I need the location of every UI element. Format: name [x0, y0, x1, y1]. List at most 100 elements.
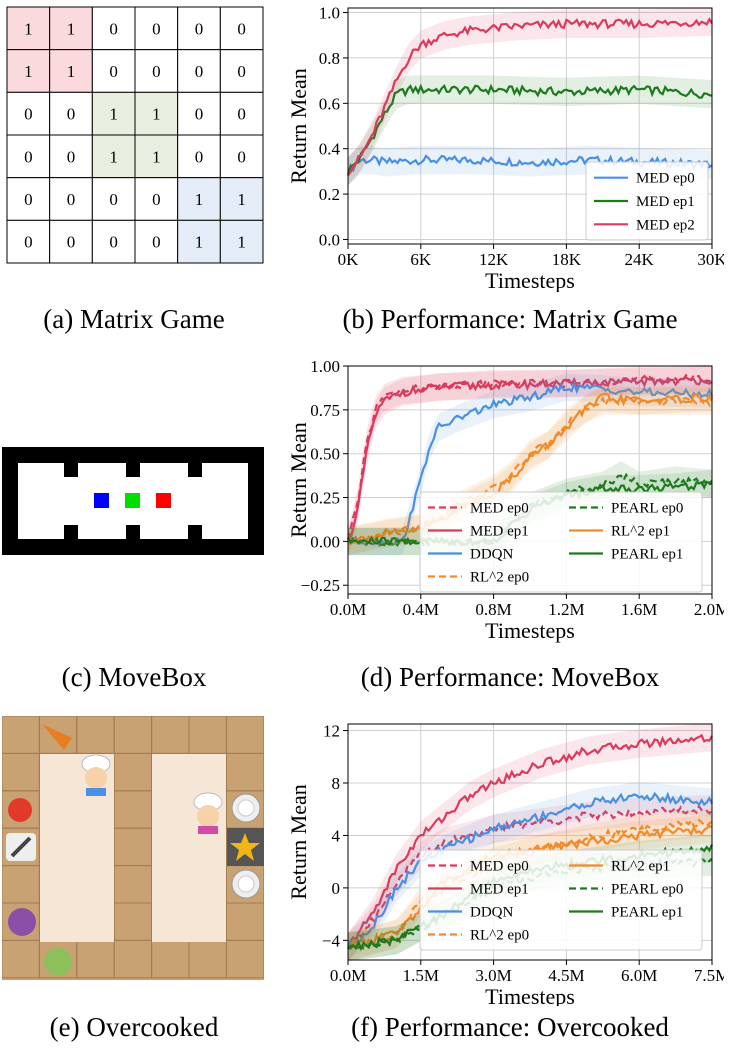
series-line [347, 380, 714, 548]
matrix-cell [134, 134, 179, 179]
matrix-cell-value: 0 [67, 233, 76, 252]
matrix-cell [91, 134, 136, 179]
chart-overcooked: 0.0M 1.5M 3.0M 4.5M 6.0M 7.5M −4 0 4 8 12 Timesteps… [288, 722, 724, 1006]
matrix-cell-value: 1 [237, 190, 246, 209]
series-line [346, 154, 713, 176]
matrix-cell [134, 49, 179, 93]
legend [419, 849, 703, 951]
matrix-cell [219, 219, 264, 264]
movebox-box [125, 493, 140, 508]
movebox-wall-notch [126, 525, 140, 539]
y-tick-label: 12 [323, 722, 340, 741]
matrix-cell [49, 49, 93, 93]
matrix-cell [177, 177, 221, 221]
matrix-cell-value: 0 [195, 62, 204, 81]
matrix-cell [219, 134, 264, 179]
matrix-cell-value: 0 [24, 147, 33, 166]
matrix-cell [134, 219, 179, 264]
matrix-cell-value: 0 [152, 62, 161, 81]
matrix-cell [177, 91, 221, 136]
x-tick-label: 1.5M [403, 966, 439, 985]
matrix-cell [219, 91, 264, 136]
series-line [347, 17, 713, 176]
matrix-cell-value: 0 [237, 19, 246, 38]
x-tick-label: 0.0M [330, 600, 366, 619]
legend-label: RL^2 ep1 [611, 859, 670, 875]
legend-label: MED ep1 [470, 882, 529, 898]
movebox-scene [2, 447, 264, 555]
x-tick-label: 6.0M [621, 966, 657, 985]
matrix-cell [49, 6, 93, 51]
y-tick-label: 0.2 [319, 185, 340, 204]
series-band [348, 808, 712, 961]
star-icon [230, 833, 260, 861]
y-tick-label: 0 [332, 879, 341, 898]
x-tick-label: 30K [697, 250, 724, 269]
matrix-cell-value: 1 [195, 233, 204, 252]
matrix-cell-value: 1 [24, 19, 33, 38]
matrix-cell-value: 1 [109, 105, 118, 124]
tomato-icon [8, 798, 32, 822]
x-tick-label: 0.8M [475, 600, 511, 619]
matrix-cell [219, 49, 264, 93]
legend-label: MED ep1 [636, 194, 695, 210]
matrix-cell-value: 0 [195, 19, 204, 38]
legend-label: MED ep0 [470, 501, 529, 517]
legend-label: RL^2 ep1 [611, 524, 670, 540]
legend [585, 161, 709, 241]
matrix-cell [134, 177, 179, 221]
caption-e: (e) Overcooked [49, 1012, 219, 1042]
y-tick-label: 4 [332, 826, 341, 845]
x-tick-label: 1.2M [548, 600, 584, 619]
caption-c: (c) MoveBox [61, 662, 207, 692]
matrix-cell-value: 1 [195, 190, 204, 209]
matrix-game-grid: 1 1 0 0 0 0 1 1 0 0 0 0 0 0 1 1 0 0 0 0 1 1 0 0 0 0 0 0 1 1 0 0 0 0 1 1 [6, 6, 264, 264]
chart-matrix-game: 0K 6K 12K 18K 24K 30K 0.0 0.2 0.4 0.6 0.8 1.0 Timest… [288, 4, 724, 292]
x-axis-label: Timesteps [485, 618, 575, 643]
series-band [348, 7, 712, 186]
matrix-cell-value: 0 [152, 190, 161, 209]
legend-label: MED ep2 [636, 217, 695, 233]
legend-label: RL^2 ep0 [470, 570, 529, 586]
matrix-cell-value: 1 [24, 62, 33, 81]
matrix-cell-value: 1 [67, 62, 76, 81]
series-line [347, 392, 713, 546]
series-line [347, 375, 713, 541]
matrix-cell [177, 219, 221, 264]
y-tick-label: 0.6 [319, 94, 340, 113]
series-band [348, 145, 712, 186]
y-tick-label: 0.00 [310, 532, 340, 551]
x-tick-label: 12K [479, 250, 509, 269]
y-tick-label: −0.25 [301, 576, 340, 595]
matrix-cell-value: 0 [195, 105, 204, 124]
x-tick-label: 6K [410, 250, 432, 269]
legend [419, 491, 703, 593]
matrix-cell-value: 0 [109, 233, 118, 252]
series-line [347, 733, 713, 946]
y-tick-label: 1.0 [319, 4, 340, 23]
plot-frame [347, 7, 713, 245]
x-tick-label: 1.6M [621, 600, 657, 619]
movebox-wall-notch [188, 525, 202, 539]
matrix-cell [219, 6, 264, 51]
matrix-cell [134, 91, 179, 136]
matrix-cell-value: 1 [237, 233, 246, 252]
chef-icon [85, 767, 107, 789]
y-tick-label: −4 [322, 931, 341, 950]
series-line [347, 824, 713, 951]
onion-icon [8, 908, 36, 936]
matrix-cell [49, 91, 93, 136]
movebox-wall-notch [188, 463, 202, 477]
matrix-cell-value: 0 [109, 62, 118, 81]
y-tick-label: 8 [332, 774, 341, 793]
legend-label: RL^2 ep0 [470, 928, 529, 944]
chart-movebox: 0.0M 0.4M 0.8M 1.2M 1.6M 2.0M −0.25 0.00 0.25 0.5… [288, 357, 724, 643]
matrix-cell-value: 0 [109, 19, 118, 38]
matrix-cell-value: 0 [24, 105, 33, 124]
x-tick-label: 0.0M [330, 966, 366, 985]
plot-frame [347, 723, 713, 961]
caption-f: (f) Performance: Overcooked [351, 1012, 669, 1042]
matrix-cell-value: 1 [152, 105, 161, 124]
x-axis-label: Timesteps [485, 268, 575, 292]
matrix-cell [219, 177, 264, 221]
